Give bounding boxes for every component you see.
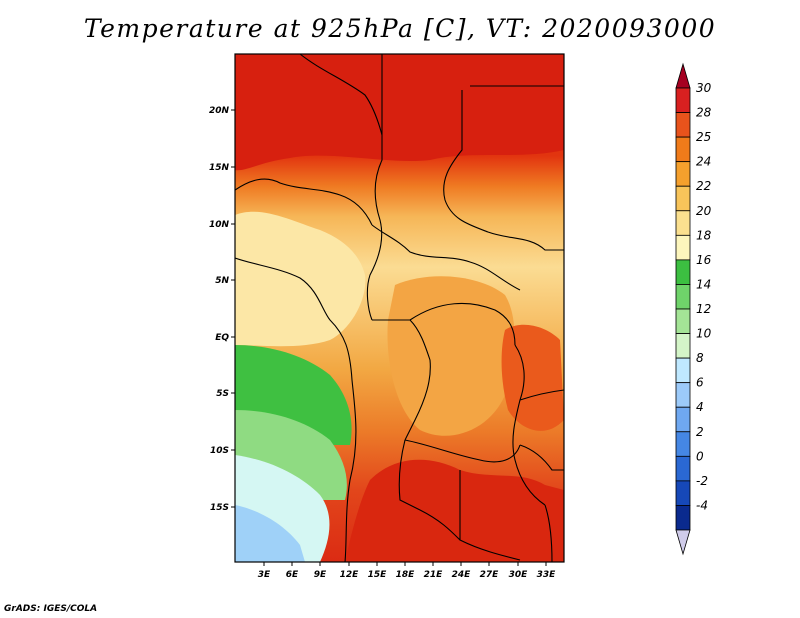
colorbar-label: 22 — [696, 179, 711, 193]
colorbar-swatch — [675, 210, 691, 236]
colorbar-swatch — [675, 161, 691, 187]
congo-basin-zone — [387, 276, 515, 436]
y-tick-label: EQ — [215, 333, 229, 343]
x-tick-label: 21E — [424, 570, 444, 580]
colorbar-label: -2 — [696, 474, 708, 488]
colorbar-label: 4 — [696, 400, 704, 414]
y-tick-label: 20N — [209, 106, 230, 116]
colorbar-label: -4 — [696, 498, 708, 512]
east-highlands-zone — [501, 324, 564, 431]
colorbar-label: 10 — [696, 327, 712, 341]
colorbar-swatch — [675, 259, 691, 285]
colorbar-label: 12 — [696, 302, 711, 316]
x-tick-label: 9E — [314, 570, 327, 580]
colorbar-bottom-arrow — [675, 529, 691, 556]
x-tick-label: 3E — [258, 570, 271, 580]
colorbar-swatch — [675, 136, 691, 163]
colorbar-top-arrow — [675, 62, 691, 89]
x-axis — [263, 562, 547, 566]
y-tick-label: 5N — [215, 276, 229, 286]
colorbar-label: 30 — [696, 81, 712, 95]
x-tick-label: 6E — [286, 570, 299, 580]
colorbar-swatch — [675, 185, 691, 212]
x-tick-label: 30E — [509, 570, 529, 580]
y-tick-label: 15N — [209, 163, 230, 173]
colorbar-swatch — [675, 333, 691, 359]
y-tick-label: 10S — [210, 446, 229, 456]
colorbar-swatch — [675, 308, 691, 334]
y-tick-label: 15S — [210, 503, 229, 513]
colorbar-swatch — [675, 234, 691, 261]
x-tick-label: 18E — [396, 570, 416, 580]
x-tick-label: 24E — [452, 570, 472, 580]
atlantic-blue-zone — [235, 505, 305, 562]
colorbar-label: 16 — [696, 253, 712, 267]
colorbar-label: 14 — [696, 277, 711, 291]
colorbar-label: 6 — [696, 376, 704, 390]
map-frame — [234, 53, 565, 563]
colorbar-label: 0 — [696, 449, 704, 463]
country-boundaries — [235, 54, 564, 562]
west-africa-cool-zone — [235, 211, 366, 347]
colorbar-swatch — [675, 382, 691, 408]
colorbar-swatch — [675, 455, 691, 482]
x-tick-label: 33E — [537, 570, 557, 580]
x-tick-label: 15E — [368, 570, 388, 580]
colorbar-swatch — [675, 431, 691, 457]
colorbar — [675, 62, 691, 556]
y-tick-label: 5S — [216, 389, 229, 399]
colorbar-swatch — [675, 357, 691, 384]
colorbar-swatch — [675, 505, 691, 531]
colorbar-swatch — [675, 284, 691, 310]
chart-title: Temperature at 925hPa [C], VT: 202009300… — [83, 14, 717, 43]
y-tick-label: 10N — [209, 220, 230, 230]
colorbar-label: 25 — [696, 130, 711, 144]
colorbar-label: 8 — [696, 351, 704, 365]
colorbar-swatch — [675, 112, 691, 138]
colorbar-swatch — [675, 87, 691, 113]
x-tick-label: 12E — [340, 570, 360, 580]
y-axis — [231, 109, 235, 508]
credit-text: GrADS: IGES/COLA — [4, 604, 98, 614]
colorbar-swatch — [675, 406, 691, 433]
sahara-hot-zone — [235, 54, 564, 171]
colorbar-label: 20 — [696, 204, 712, 218]
colorbar-label: 2 — [696, 425, 704, 439]
colorbar-swatch — [675, 480, 691, 506]
x-tick-label: 27E — [480, 570, 500, 580]
colorbar-label: 18 — [696, 228, 712, 242]
colorbar-label: 28 — [696, 106, 712, 120]
colorbar-label: 24 — [696, 155, 711, 169]
